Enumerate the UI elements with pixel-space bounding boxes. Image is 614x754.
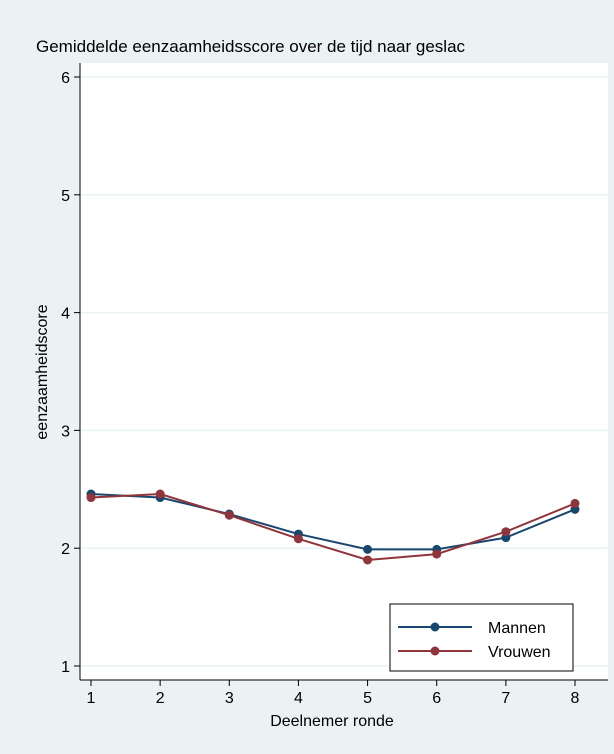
data-point [224, 510, 234, 520]
data-point [293, 534, 303, 544]
plot-area [80, 63, 608, 680]
data-point [86, 493, 96, 503]
x-tick-label: 1 [87, 690, 96, 707]
y-axis-title: eenzaamheidscore [34, 304, 51, 439]
axes: 1 2 3 4 5 6 1 2 3 4 5 6 7 8 [61, 63, 608, 707]
legend-label: Vrouwen [488, 644, 551, 661]
x-tick-label: 4 [294, 690, 303, 707]
x-tick-label: 3 [225, 690, 234, 707]
data-point [570, 498, 580, 508]
legend-box [389, 603, 574, 672]
legend-swatch-marker [430, 646, 440, 656]
y-tick-label: 6 [61, 70, 70, 87]
y-tick-label: 5 [61, 188, 70, 205]
data-point [501, 527, 511, 537]
y-tick-label: 4 [61, 306, 70, 323]
y-tick-label: 1 [61, 659, 70, 676]
series-line [90, 493, 576, 561]
series-vrouwen [86, 489, 580, 565]
legend-label: Mannen [488, 620, 546, 637]
series-lines [86, 489, 580, 565]
y-tick-label: 2 [61, 541, 70, 558]
x-tick-label: 8 [571, 690, 580, 707]
data-point [363, 555, 373, 565]
x-tick-label: 6 [432, 690, 441, 707]
y-tick-label: 3 [61, 423, 70, 440]
x-tick-label: 2 [156, 690, 165, 707]
data-point [432, 549, 442, 559]
x-tick-label: 5 [363, 690, 372, 707]
x-axis-title: Deelnemer ronde [270, 713, 394, 730]
data-point [155, 489, 165, 499]
legend-swatch-marker [430, 622, 440, 632]
x-tick-label: 7 [501, 690, 510, 707]
legend-item: Vrouwen [398, 644, 551, 661]
gridlines [80, 76, 608, 667]
legend: Mannen Vrouwen [389, 603, 574, 672]
legend-item: Mannen [398, 620, 546, 637]
data-point [363, 544, 373, 554]
series-line [90, 493, 576, 551]
chart-title: Gemiddelde eenzaamheidsscore over de tij… [36, 37, 466, 56]
